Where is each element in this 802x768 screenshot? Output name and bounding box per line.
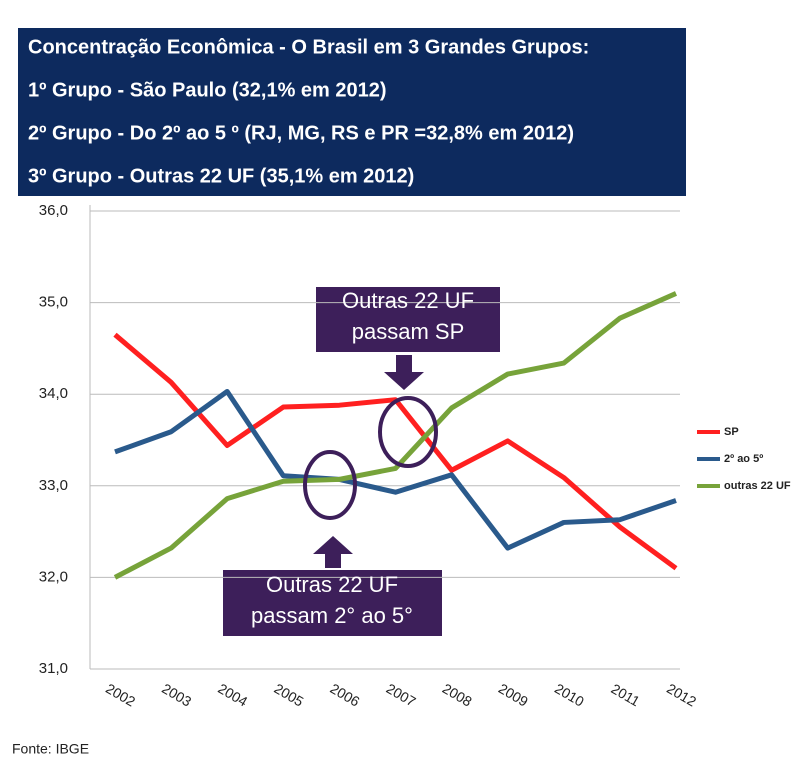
y-tick-label: 35,0 (39, 294, 68, 311)
annotation: passam SP (352, 319, 465, 344)
header-line: 3º Grupo - Outras 22 UF (35,1% em 2012) (28, 165, 414, 187)
y-tick-label: 31,0 (39, 660, 68, 677)
y-tick-label: 34,0 (39, 385, 68, 402)
highlight-circle (303, 450, 357, 520)
y-tick-label: 36,0 (39, 202, 68, 219)
source: Fonte: IBGE (12, 741, 89, 757)
series-line (113, 291, 678, 580)
annotation: passam 2° ao 5° (251, 603, 413, 628)
legend-label: outras 22 UF (724, 480, 791, 492)
annotation: Outras 22 UF (266, 572, 398, 597)
header-line: 1º Grupo - São Paulo (32,1% em 2012) (28, 79, 387, 101)
callout-arrow (384, 355, 424, 390)
header-box (18, 28, 686, 196)
y-tick-label: 33,0 (39, 477, 68, 494)
y-tick-label: 32,0 (39, 568, 68, 585)
annotation: Outras 22 UF (342, 288, 474, 313)
callout-box (223, 570, 442, 636)
highlight-circle (378, 396, 438, 468)
x-tick-label: 2012 (664, 680, 699, 710)
series-line (114, 388, 677, 551)
header-line: 2º Grupo - Do 2º ao 5 º (RJ, MG, RS e PR… (28, 122, 574, 144)
header-line: Concentração Econômica - O Brasil em 3 G… (28, 36, 589, 58)
callout-box (316, 287, 500, 352)
callout-arrow (313, 536, 353, 568)
legend-label: 2º ao 5º (724, 453, 763, 465)
legend-label: SP (724, 426, 739, 438)
